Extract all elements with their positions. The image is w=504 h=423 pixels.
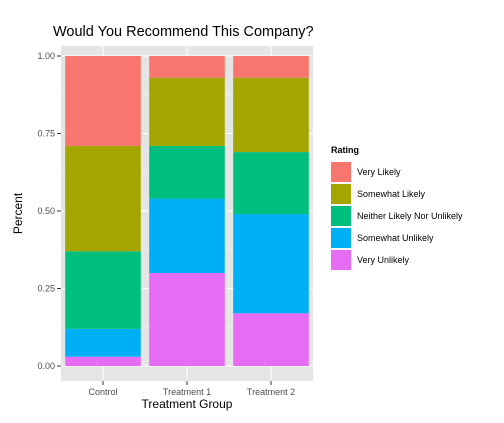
y-tick-label: 0.00 — [37, 361, 55, 371]
bar-segment — [233, 313, 309, 366]
y-axis-title: Percent — [11, 192, 25, 234]
x-tick-label: Control — [88, 387, 117, 397]
y-axis: 0.00 0.25 0.50 0.75 1.00 — [37, 51, 61, 371]
y-tick-label: 0.75 — [37, 129, 55, 139]
legend-key-swatch — [331, 206, 351, 226]
bar-segment — [149, 56, 225, 78]
bar-segment — [149, 198, 225, 273]
legend-entry-label: Very Unlikely — [357, 255, 410, 265]
y-tick-label: 0.25 — [37, 284, 55, 294]
legend-entry-label: Somewhat Unlikely — [357, 233, 434, 243]
bar-segment — [233, 77, 309, 153]
bar-segment — [233, 56, 309, 78]
legend-key-swatch — [331, 228, 351, 248]
legend-entry-label: Somewhat Likely — [357, 189, 426, 199]
legend: Rating Very Likely Somewhat Likely Neither… — [329, 145, 463, 272]
bar-segment — [233, 214, 309, 314]
x-tick-label: Treatment 2 — [247, 387, 295, 397]
bar-segment — [149, 273, 225, 366]
bars — [65, 56, 309, 366]
bar-segment — [149, 77, 225, 146]
chart-title: Would You Recommend This Company? — [53, 24, 314, 40]
x-axis-title: Treatment Group — [142, 397, 233, 411]
bar-segment — [65, 251, 141, 329]
bar-segment — [65, 328, 141, 357]
legend-title: Rating — [331, 145, 359, 155]
y-tick-label: 1.00 — [37, 51, 55, 61]
x-tick-label: Treatment 1 — [163, 387, 211, 397]
y-tick-label: 0.50 — [37, 206, 55, 216]
legend-key-swatch — [331, 162, 351, 182]
bar-segment — [149, 145, 225, 199]
bar-segment — [65, 356, 141, 366]
legend-entry-label: Neither Likely Nor Unlikely — [357, 211, 463, 221]
legend-key-swatch — [331, 184, 351, 204]
bar-segment — [65, 56, 141, 146]
legend-key-swatch — [331, 250, 351, 270]
bar-segment — [65, 145, 141, 252]
legend-entry-label: Very Likely — [357, 167, 401, 177]
x-axis: Control Treatment 1 Treatment 2 — [88, 381, 295, 397]
bar-segment — [233, 152, 309, 215]
